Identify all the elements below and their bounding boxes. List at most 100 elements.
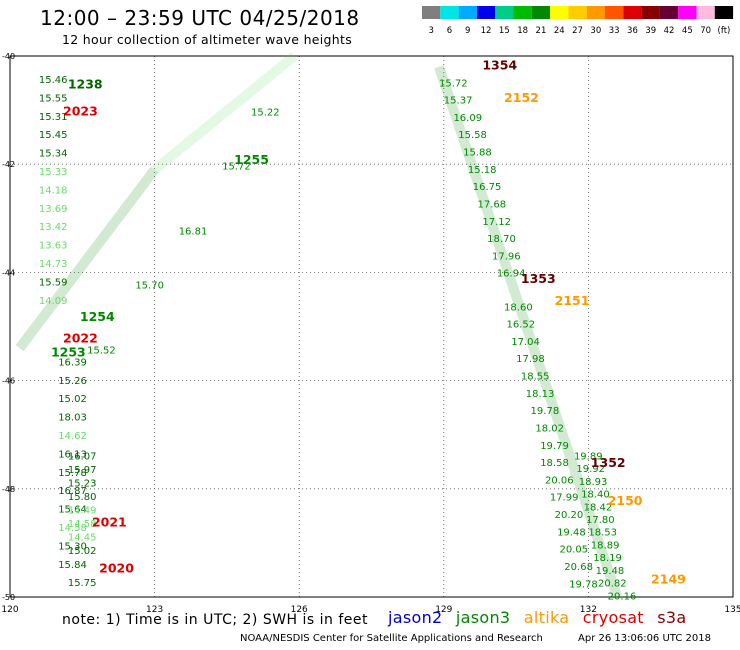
colorbar-swatch bbox=[476, 6, 496, 19]
wave-height-point: 20.68 bbox=[564, 562, 593, 573]
wave-height-point: 17.68 bbox=[478, 199, 507, 210]
wave-height-point: 15.37 bbox=[444, 96, 473, 107]
wave-height-point: 15.02 bbox=[68, 546, 97, 557]
pass-number-label: 1255 bbox=[234, 152, 269, 167]
chart-subtitle: 12 hour collection of altimeter wave hei… bbox=[62, 32, 353, 47]
wave-height-labels: 15.46 15.55 15.31 15.45 15.34 15.33 14.18 13.69… bbox=[39, 75, 636, 602]
colorbar-label: 6 bbox=[447, 26, 452, 36]
wave-height-point: 15.64 bbox=[58, 505, 87, 516]
colorbar-label: 33 bbox=[609, 26, 620, 36]
legend-jason3: jason3 bbox=[455, 608, 511, 627]
colorbar-label: 27 bbox=[572, 26, 583, 36]
wave-height-point: 15.33 bbox=[39, 167, 68, 178]
wave-height-point: 14.58 bbox=[68, 519, 97, 530]
wave-height-point: 19.79 bbox=[540, 441, 569, 452]
colorbar-swatch bbox=[513, 6, 532, 19]
colorbar-swatch bbox=[659, 6, 679, 19]
colorbar-label: (ft) bbox=[718, 26, 731, 36]
wave-height-point: 15.23 bbox=[68, 478, 97, 489]
credit-text: NOAA/NESDIS Center for Satellite Applica… bbox=[240, 633, 543, 644]
color-scale-bar: 3 6 9 12 15 18 21 24 27 30 33 36 39 42 45 70 (ft) bbox=[422, 6, 734, 36]
wave-height-point: 18.53 bbox=[588, 528, 617, 539]
wave-height-point: 16.13 bbox=[58, 449, 87, 460]
wave-height-point: 18.40 bbox=[581, 490, 610, 501]
wave-height-point: 17.99 bbox=[550, 493, 579, 504]
pass-number-label: 2021 bbox=[92, 515, 127, 530]
colorbar-label: 30 bbox=[590, 26, 601, 36]
wave-height-point: 15.34 bbox=[39, 149, 68, 160]
wave-height-point: 13.63 bbox=[39, 241, 68, 252]
footer-note: note: 1) Time is in UTC; 2) SWH is in fe… bbox=[62, 612, 369, 628]
x-tick-label: 120 bbox=[1, 605, 18, 615]
wave-height-point: 15.75 bbox=[68, 578, 97, 589]
legend-s3a: s3a bbox=[657, 608, 687, 627]
plot-frame bbox=[9, 55, 734, 598]
wave-height-point: 14.62 bbox=[58, 431, 87, 442]
wave-height-point: 16.75 bbox=[473, 182, 502, 193]
wave-height-point: 15.84 bbox=[58, 560, 87, 571]
wave-height-point: 18.13 bbox=[526, 389, 555, 400]
wave-height-point: 20.05 bbox=[559, 545, 588, 556]
wave-height-point: 15.55 bbox=[39, 93, 68, 104]
colorbar-label: 18 bbox=[517, 26, 528, 36]
pass-number-label: 2022 bbox=[63, 331, 98, 346]
wave-height-point: 14.49 bbox=[68, 505, 97, 516]
colorbar-swatch bbox=[641, 6, 660, 19]
wave-height-point: 17.12 bbox=[482, 217, 511, 228]
colorbar-swatch bbox=[458, 6, 477, 19]
colorbar-label: 42 bbox=[664, 26, 675, 36]
y-tick-label: -48 bbox=[2, 485, 15, 494]
colorbar-label: 36 bbox=[627, 26, 638, 36]
wave-height-point: 20.16 bbox=[608, 591, 637, 602]
pass-number-label: 1354 bbox=[482, 58, 517, 73]
colorbar-label: 39 bbox=[645, 26, 656, 36]
wave-height-point: 18.02 bbox=[535, 423, 564, 434]
wave-height-point: 19.92 bbox=[576, 464, 605, 475]
wave-height-point: 16.07 bbox=[68, 451, 97, 462]
wave-height-point: 18.93 bbox=[579, 477, 608, 488]
wave-height-point: 13.42 bbox=[39, 222, 68, 233]
y-tick-label: -46 bbox=[2, 377, 15, 386]
colorbar-label: 15 bbox=[499, 26, 510, 36]
wave-height-point: 17.96 bbox=[492, 251, 521, 262]
axis-tick-labels: 120 123 126 129 132 135 -40 -42 -44 -46 -48 -50 bbox=[1, 52, 740, 615]
wave-height-point: 17.04 bbox=[511, 337, 540, 348]
wave-height-point: 15.45 bbox=[39, 130, 68, 141]
colorbar-swatch bbox=[440, 6, 459, 19]
wave-height-point: 18.60 bbox=[504, 302, 533, 313]
plot-border bbox=[9, 55, 734, 598]
wave-height-point: 19.78 bbox=[531, 406, 560, 417]
colorbar-label: 3 bbox=[428, 26, 433, 36]
y-tick-label: -42 bbox=[2, 160, 15, 169]
wave-height-point: 15.97 bbox=[68, 465, 97, 476]
wave-height-point: 15.22 bbox=[251, 108, 280, 119]
wave-height-point: 16.87 bbox=[58, 486, 87, 497]
wave-height-point: 18.42 bbox=[584, 502, 613, 513]
wave-height-point: 15.72 bbox=[222, 162, 251, 173]
wave-height-point: 15.46 bbox=[39, 75, 68, 86]
wave-height-point: 14.58 bbox=[58, 523, 87, 534]
wave-height-point: 19.78 bbox=[569, 579, 598, 590]
chart-title: 12:00 – 23:59 UTC 04/25/2018 bbox=[40, 6, 360, 30]
x-tick-label: 126 bbox=[291, 605, 308, 615]
wave-height-point: 15.72 bbox=[439, 78, 468, 89]
pass-number-label: 1352 bbox=[591, 455, 626, 470]
satellite-tracks bbox=[15, 52, 623, 599]
pass-number-label: 2149 bbox=[651, 571, 686, 586]
wave-height-point: 15.58 bbox=[458, 130, 487, 141]
wave-height-point: 15.59 bbox=[39, 277, 68, 288]
wave-height-point: 15.26 bbox=[58, 376, 87, 387]
wave-height-point: 18.03 bbox=[58, 413, 87, 424]
wave-height-point: 20.20 bbox=[555, 510, 584, 521]
wave-height-point: 18.89 bbox=[591, 540, 620, 551]
pass-number-label: 1253 bbox=[51, 344, 86, 359]
wave-height-point: 15.80 bbox=[68, 492, 97, 503]
wave-height-point: 14.18 bbox=[39, 185, 68, 196]
colorbar-swatch bbox=[495, 6, 514, 19]
wave-height-point: 15.30 bbox=[58, 541, 87, 552]
y-tick-label: -50 bbox=[2, 593, 15, 602]
wave-height-point: 20.82 bbox=[598, 579, 627, 590]
wave-height-point: 15.78 bbox=[58, 468, 87, 479]
pass-number-label: 1238 bbox=[68, 76, 103, 91]
